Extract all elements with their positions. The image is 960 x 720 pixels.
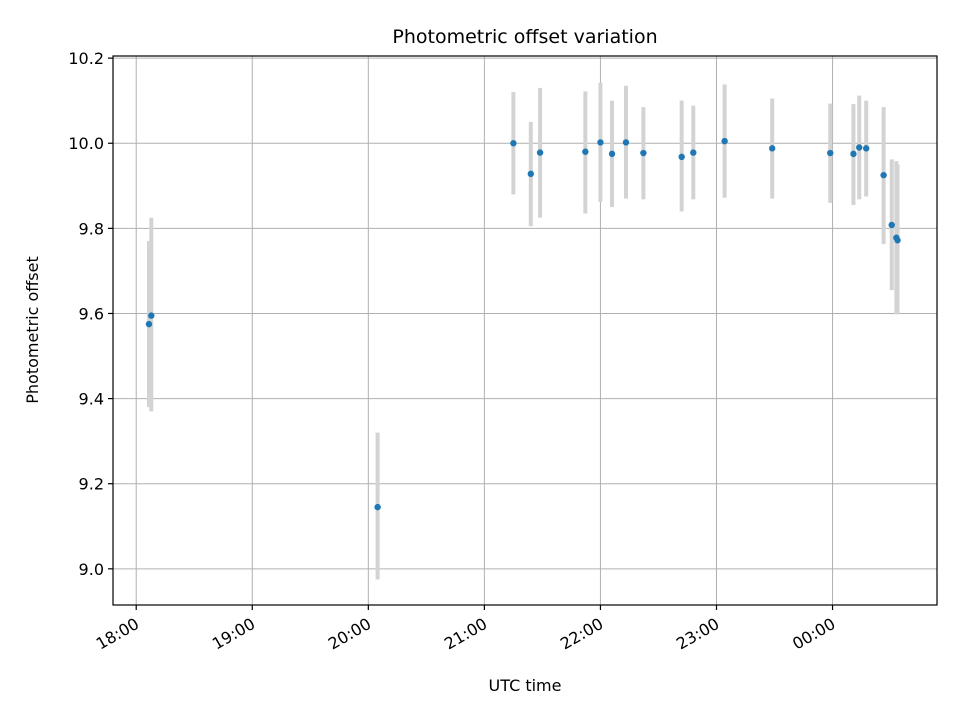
data-point	[856, 144, 863, 151]
data-point	[597, 139, 604, 146]
data-point	[863, 145, 870, 152]
data-point	[622, 139, 630, 146]
data-point	[536, 149, 544, 156]
y-tick-label: 9.8	[79, 219, 104, 238]
data-point	[769, 145, 776, 152]
data-point	[721, 137, 728, 145]
y-tick-label: 9.2	[79, 475, 104, 494]
y-tick-label: 9.0	[79, 560, 104, 579]
y-axis-label: Photometric offset	[23, 256, 42, 404]
y-tick-label: 9.4	[79, 390, 104, 409]
data-point	[527, 170, 535, 178]
y-tick-label: 10.2	[68, 49, 104, 68]
data-point	[640, 149, 647, 157]
data-point	[894, 237, 901, 244]
data-point	[888, 221, 895, 229]
data-point	[690, 149, 697, 156]
plot-frame	[112, 55, 938, 606]
data-point	[510, 140, 517, 147]
data-point	[850, 150, 857, 158]
data-point	[880, 171, 887, 179]
data-point	[608, 150, 616, 158]
data-point	[148, 312, 155, 319]
grid	[113, 56, 937, 605]
y-axis-ticks: 9.0 9.2 9.4 9.6 9.8 10.0 10.2	[68, 49, 113, 579]
data-point	[827, 149, 834, 157]
x-axis-label: UTC time	[489, 676, 562, 695]
chart-title: Photometric offset variation	[392, 26, 657, 48]
data-point	[374, 503, 381, 511]
y-tick-label: 9.6	[79, 304, 104, 323]
data-point	[145, 320, 153, 328]
data-points	[145, 137, 901, 511]
y-tick-label: 10.0	[68, 134, 104, 153]
data-point	[582, 148, 589, 155]
data-point	[678, 153, 685, 161]
